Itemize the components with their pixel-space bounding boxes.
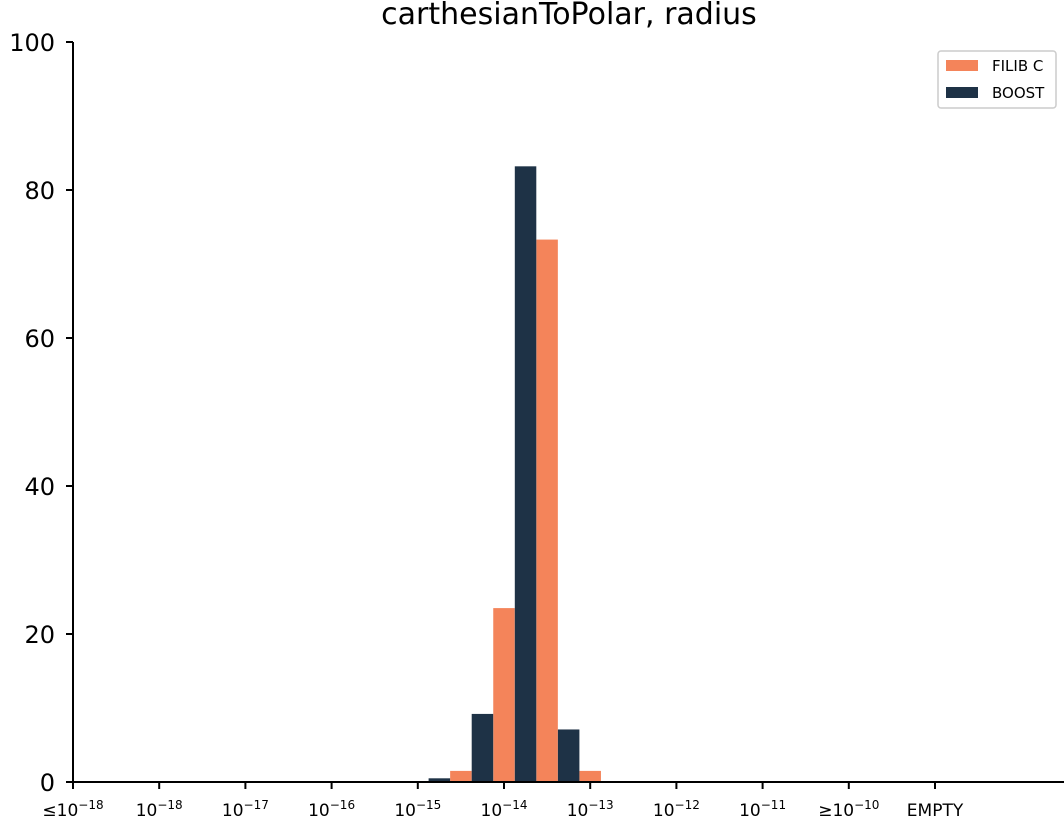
y-tick-label: 60 [24, 325, 55, 353]
x-tick-exponent: −18 [157, 798, 182, 812]
x-tick-exponent: −12 [675, 798, 700, 812]
x-tick-exponent: −14 [502, 798, 527, 812]
x-tick-base: 10 [308, 801, 330, 821]
x-tick-base: 10 [832, 801, 854, 821]
x-tick-base: 10 [136, 801, 158, 821]
x-tick-base: 10 [57, 801, 79, 821]
x-ticks-group: ≤10−18 10−18 10−17 10−16 10−15 10−14 10−13 10−1… [42, 782, 964, 821]
legend-label: FILIB C [992, 57, 1043, 75]
x-tick-exponent: −10 [854, 798, 879, 812]
x-tick-base: EMPTY [907, 801, 964, 821]
bar-filib-c-2 [536, 239, 558, 782]
x-tick-exponent: −15 [416, 798, 441, 812]
y-tick-label: 20 [24, 621, 55, 649]
x-tick-label: 10−18 [136, 798, 183, 821]
x-tick-label: 10−13 [567, 798, 614, 821]
legend: FILIB C BOOST [937, 50, 1057, 109]
x-tick-label: 10−16 [308, 798, 355, 821]
x-tick-base: 10 [481, 801, 503, 821]
y-tick-label: 40 [24, 473, 55, 501]
bar-filib-c-3 [579, 770, 601, 782]
x-tick-base: 10 [222, 801, 244, 821]
y-ticks-group: 0 20 40 60 80 100 [9, 29, 73, 797]
x-tick-label: EMPTY [907, 801, 964, 821]
bars-group [428, 166, 601, 782]
x-tick-base: 10 [653, 801, 675, 821]
x-tick-label: 10−11 [739, 798, 786, 821]
x-tick-label: ≤10−18 [42, 798, 103, 821]
x-tick-base: 10 [394, 801, 416, 821]
x-tick-prefix: ≤ [42, 801, 56, 821]
x-tick-exponent: −13 [588, 798, 613, 812]
y-tick-label: 0 [40, 769, 55, 797]
chart-title: carthesianToPolar, radius [381, 0, 757, 32]
x-tick-base: 10 [567, 801, 589, 821]
bar-boost-3 [557, 729, 580, 782]
x-tick-label: 10−15 [394, 798, 441, 821]
bar-filib-c-0 [450, 770, 472, 782]
bar-boost-2 [514, 166, 537, 782]
legend-swatch [946, 87, 978, 98]
legend-label: BOOST [992, 84, 1045, 102]
x-tick-base: 10 [739, 801, 761, 821]
bar-filib-c-1 [493, 608, 515, 782]
bar-boost-0 [428, 778, 451, 782]
x-tick-label: 10−12 [653, 798, 700, 821]
x-tick-exponent: −16 [330, 798, 355, 812]
x-tick-label: ≥10−10 [818, 798, 879, 821]
x-tick-exponent: −18 [78, 798, 103, 812]
x-tick-exponent: −17 [244, 798, 269, 812]
y-tick-label: 100 [9, 29, 55, 57]
x-tick-label: 10−14 [481, 798, 528, 821]
x-tick-label: 10−17 [222, 798, 269, 821]
legend-swatch [946, 60, 978, 71]
x-tick-prefix: ≥ [818, 801, 832, 821]
y-tick-label: 80 [24, 177, 55, 205]
bar-boost-1 [471, 713, 494, 782]
x-tick-exponent: −11 [761, 798, 786, 812]
